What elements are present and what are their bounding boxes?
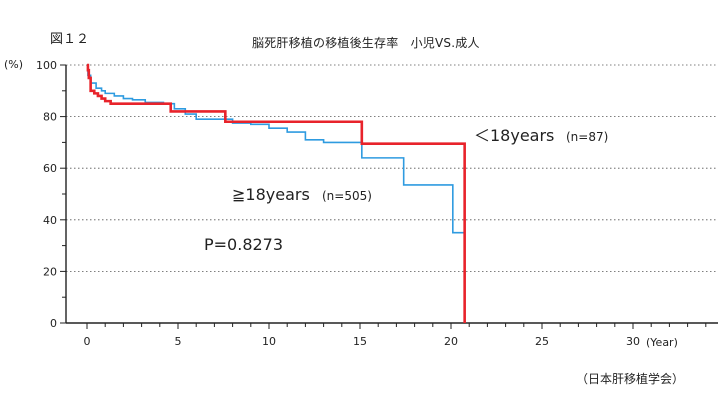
legend-under18-label: ＜18years [474, 126, 554, 145]
y-tick-label-0: 0 [50, 317, 57, 330]
gridlines [66, 64, 718, 272]
y-tick-label-80: 80 [43, 111, 57, 124]
y-tick-label-40: 40 [43, 214, 57, 227]
y-tick-label-60: 60 [43, 162, 57, 175]
y-tick-label-100: 100 [36, 59, 57, 72]
source-note: （日本肝移植学会） [576, 372, 685, 386]
x-axis-label: (Year) [646, 336, 678, 349]
ticks: 0 20 40 60 80 100 0 5 10 15 20 25 30 [36, 59, 707, 348]
legend-over18-label: ≧18years [232, 185, 310, 204]
x-tick-label-25: 25 [535, 335, 549, 348]
y-axis-label: (%) [4, 58, 23, 71]
legend-over18-n: (n=505) [322, 189, 372, 203]
figure-label: 図１２ [50, 32, 90, 47]
series-lines [86, 63, 466, 323]
x-tick-label-15: 15 [353, 335, 367, 348]
series-line-under18 [86, 63, 466, 323]
legend-under18-n: (n=87) [566, 130, 608, 144]
legend-under18: ＜18years (n=87) [474, 126, 608, 145]
p-value-annotation: P=0.8273 [204, 235, 283, 254]
chart-title: 脳死肝移植の移植後生存率 小児VS.成人 [252, 36, 480, 50]
x-tick-label-30: 30 [626, 335, 640, 348]
x-tick-label-20: 20 [444, 335, 458, 348]
y-tick-label-20: 20 [43, 265, 57, 278]
x-tick-label-5: 5 [175, 335, 182, 348]
series-line-over18 [87, 64, 464, 234]
x-tick-label-10: 10 [262, 335, 276, 348]
x-tick-label-0: 0 [84, 335, 91, 348]
legend-over18: ≧18years (n=505) [232, 185, 372, 204]
